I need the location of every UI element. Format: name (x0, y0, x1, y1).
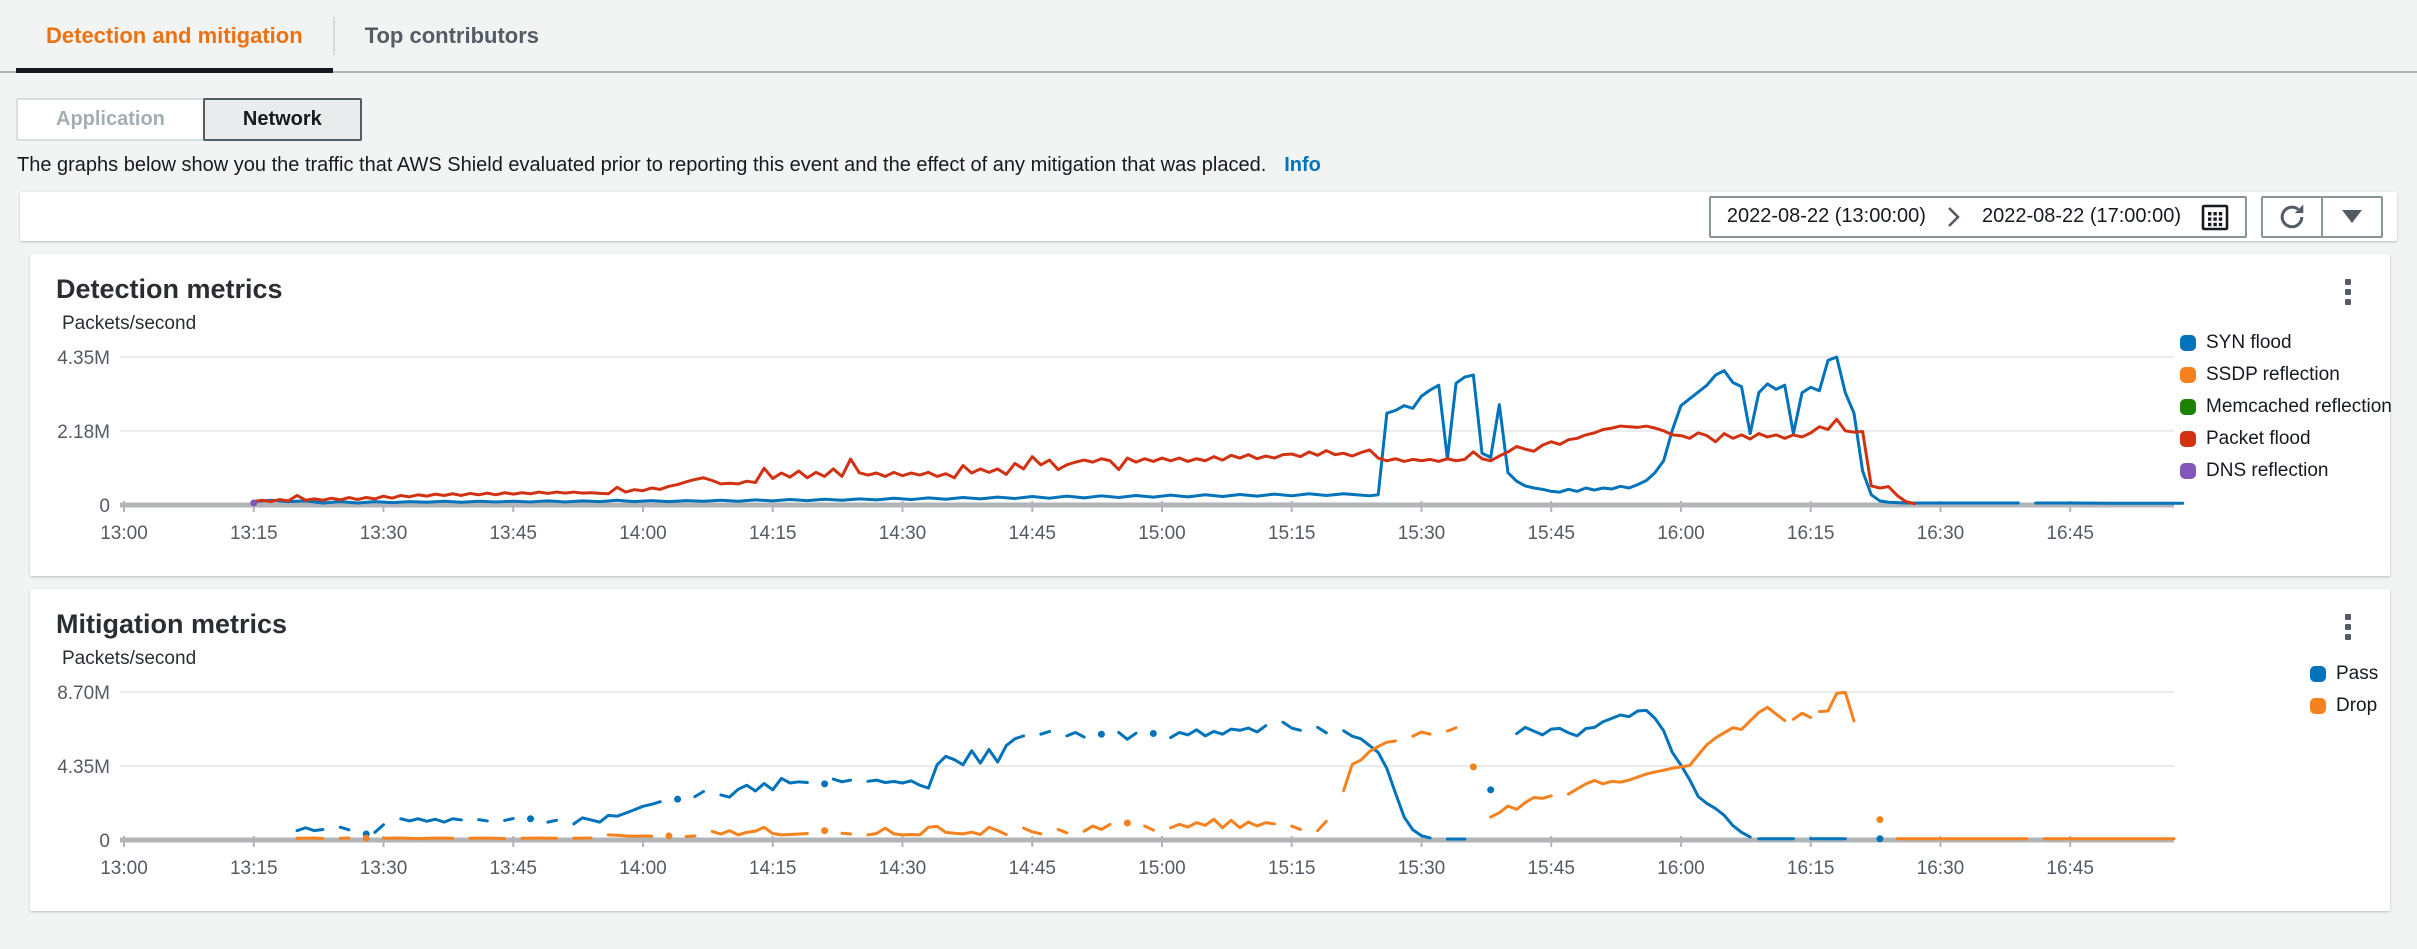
y-axis-label: Packets/second (62, 313, 197, 334)
kebab-menu-icon[interactable] (2328, 605, 2368, 649)
svg-text:14:00: 14:00 (619, 523, 667, 544)
svg-text:4.35M: 4.35M (57, 348, 110, 369)
chevron-right-icon (1948, 206, 1960, 227)
svg-text:13:00: 13:00 (100, 523, 148, 544)
toggle-label: Network (242, 108, 322, 130)
svg-text:16:15: 16:15 (1787, 858, 1835, 879)
refresh-icon (2280, 204, 2304, 228)
info-link[interactable]: Info (1284, 154, 1321, 176)
legend-item[interactable]: Packet flood (2180, 428, 2392, 450)
legend-swatch (2180, 399, 2196, 415)
description-text: The graphs below show you the traffic th… (17, 154, 2417, 177)
svg-text:16:00: 16:00 (1657, 523, 1705, 544)
svg-text:0: 0 (99, 831, 110, 852)
description-body: The graphs below show you the traffic th… (17, 154, 1267, 176)
caret-down-icon (2342, 210, 2362, 223)
legend-item[interactable]: Memcached reflection (2180, 396, 2392, 418)
svg-text:13:15: 13:15 (230, 523, 278, 544)
time-range-dropdown-button[interactable] (2321, 195, 2383, 238)
mitigation-chart[interactable]: 0 4.35M 8.70M 13:00 13:15 13:30 13:45 14:00 14:1… (54, 674, 2366, 888)
detection-legend: SYN flood SSDP reflection Memcached reflec… (2180, 332, 2392, 482)
date-start: 2022-08-22 (13:00:00) (1726, 205, 1926, 227)
legend-swatch (2310, 666, 2326, 682)
svg-text:15:15: 15:15 (1268, 523, 1316, 544)
svg-text:15:15: 15:15 (1268, 858, 1316, 879)
tab-strip: Detection and mitigation Top contributor… (0, 0, 2417, 73)
svg-text:16:30: 16:30 (1917, 858, 1965, 879)
toggle-network-button[interactable]: Network (202, 98, 362, 141)
legend-label: Drop (2336, 695, 2378, 716)
svg-text:14:15: 14:15 (749, 858, 797, 879)
time-range-toolbar: 2022-08-22 (13:00:00) 2022-08-22 (17:00:… (20, 192, 2397, 241)
legend-label: SSDP reflection (2206, 364, 2340, 385)
y-axis-label: Packets/second (62, 648, 197, 669)
svg-text:4.35M: 4.35M (57, 757, 110, 778)
legend-swatch (2180, 431, 2196, 447)
date-range-picker[interactable]: 2022-08-22 (13:00:00) 2022-08-22 (17:00:… (1708, 195, 2247, 238)
svg-text:16:30: 16:30 (1917, 523, 1965, 544)
svg-text:14:30: 14:30 (879, 523, 927, 544)
svg-text:14:30: 14:30 (879, 858, 927, 879)
toolbar-button-group (2261, 195, 2383, 238)
legend-label: Packet flood (2206, 428, 2311, 449)
svg-text:13:00: 13:00 (100, 858, 148, 879)
svg-text:13:15: 13:15 (230, 858, 278, 879)
svg-text:15:30: 15:30 (1398, 523, 1446, 544)
svg-text:13:45: 13:45 (489, 858, 537, 879)
legend-label: Pass (2336, 663, 2379, 684)
svg-text:13:45: 13:45 (489, 523, 537, 544)
toggle-application-button[interactable]: Application (16, 98, 205, 141)
svg-text:14:00: 14:00 (619, 858, 667, 879)
legend-item[interactable]: SSDP reflection (2180, 364, 2392, 386)
legend-swatch (2180, 463, 2196, 479)
legend-item[interactable]: Drop (2310, 695, 2378, 717)
legend-label: Memcached reflection (2206, 396, 2392, 417)
svg-text:15:00: 15:00 (1138, 523, 1186, 544)
detection-metrics-panel: Detection metrics Packets/second 0 2.18M 4… (30, 254, 2392, 576)
legend-item[interactable]: SYN flood (2180, 332, 2392, 354)
kebab-menu-icon[interactable] (2328, 270, 2368, 314)
tab-divider (332, 16, 335, 55)
svg-text:15:30: 15:30 (1398, 858, 1446, 879)
svg-text:16:00: 16:00 (1657, 858, 1705, 879)
tab-detection-and-mitigation[interactable]: Detection and mitigation (16, 0, 333, 73)
svg-text:16:45: 16:45 (2046, 523, 2094, 544)
svg-text:15:45: 15:45 (1527, 858, 1575, 879)
detection-chart[interactable]: 0 2.18M 4.35M 13:00 13:15 13:30 13:45 14:00 14:1… (54, 339, 2366, 553)
date-end: 2022-08-22 (17:00:00) (1981, 205, 2181, 227)
svg-text:14:45: 14:45 (1008, 523, 1056, 544)
svg-text:0: 0 (99, 496, 110, 517)
legend-swatch (2180, 335, 2196, 351)
tab-label: Detection and mitigation (46, 22, 303, 48)
svg-text:2.18M: 2.18M (57, 422, 110, 443)
svg-text:14:15: 14:15 (749, 523, 797, 544)
calendar-grid-icon (2201, 204, 2229, 230)
refresh-button[interactable] (2261, 195, 2323, 238)
legend-swatch (2180, 367, 2196, 383)
tab-label: Top contributors (364, 22, 540, 48)
legend-label: SYN flood (2206, 332, 2292, 353)
legend-item[interactable]: Pass (2310, 663, 2378, 685)
panel-title: Detection metrics (56, 274, 283, 304)
layer-toggle: Application Network (16, 98, 362, 141)
svg-text:15:00: 15:00 (1138, 858, 1186, 879)
mitigation-metrics-panel: Mitigation metrics Packets/second 0 4.35M… (30, 589, 2390, 911)
svg-text:14:45: 14:45 (1008, 858, 1056, 879)
legend-item[interactable]: DNS reflection (2180, 460, 2392, 482)
svg-text:13:30: 13:30 (360, 858, 408, 879)
panel-title: Mitigation metrics (56, 609, 288, 639)
svg-text:13:30: 13:30 (360, 523, 408, 544)
toggle-label: Application (56, 108, 165, 130)
legend-swatch (2310, 698, 2326, 714)
tab-top-contributors[interactable]: Top contributors (335, 0, 569, 71)
svg-text:15:45: 15:45 (1527, 523, 1575, 544)
mitigation-legend: Pass Drop (2310, 663, 2378, 717)
svg-text:16:45: 16:45 (2046, 858, 2094, 879)
svg-text:16:15: 16:15 (1787, 523, 1835, 544)
legend-label: DNS reflection (2206, 460, 2329, 481)
svg-text:8.70M: 8.70M (57, 683, 110, 704)
